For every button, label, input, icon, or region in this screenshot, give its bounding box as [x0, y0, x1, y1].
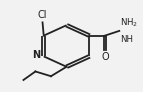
Text: Cl: Cl — [38, 10, 47, 20]
Text: NH: NH — [120, 35, 133, 44]
Text: NH$_2$: NH$_2$ — [120, 16, 138, 29]
Text: N: N — [33, 50, 41, 60]
Text: O: O — [101, 52, 109, 62]
